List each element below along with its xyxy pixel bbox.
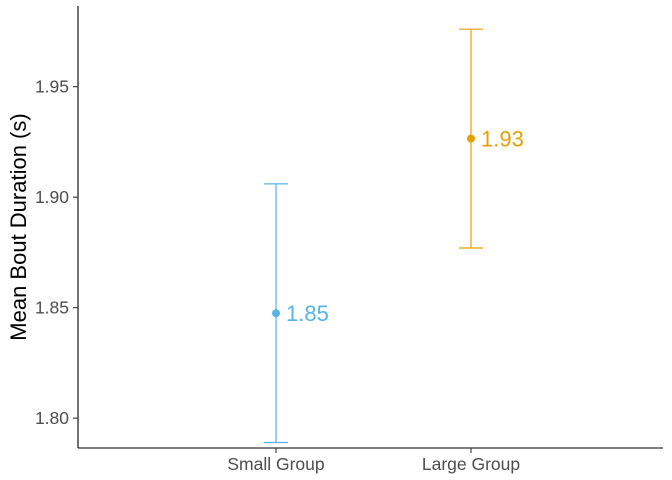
y-axis-title: Mean Bout Duration (s) — [6, 113, 31, 340]
y-tick-label: 1.85 — [35, 298, 69, 318]
data-label: 1.93 — [481, 127, 524, 152]
series-point-group: 1.85 — [264, 183, 329, 444]
plot-area: 1.85 1.93 — [264, 28, 524, 444]
series-point-group: 1.93 — [459, 28, 524, 249]
x-tick-label: Small Group — [227, 454, 324, 474]
data-label: 1.85 — [286, 301, 329, 326]
y-tick-label: 1.90 — [35, 187, 69, 207]
mean-point — [467, 134, 475, 143]
y-tick-label: 1.80 — [35, 408, 69, 428]
y-tick-label: 1.95 — [35, 77, 69, 97]
mean-point — [272, 309, 280, 318]
x-axis: Small Group Large Group — [78, 447, 663, 474]
y-axis: 1.80 1.85 1.90 1.95 — [35, 6, 79, 448]
x-tick-label: Large Group — [422, 454, 520, 474]
